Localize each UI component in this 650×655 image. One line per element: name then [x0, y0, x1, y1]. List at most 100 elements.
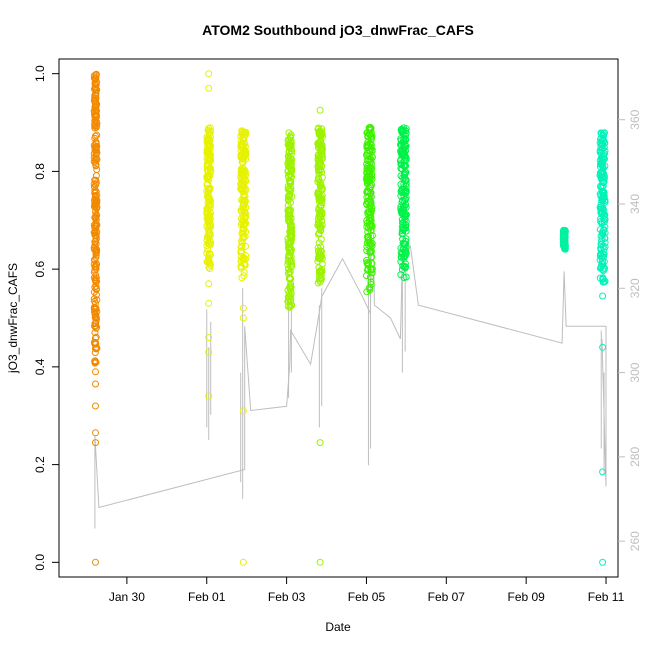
data-point — [284, 202, 292, 210]
data-point — [367, 240, 375, 248]
data-point — [288, 301, 296, 309]
data-point — [314, 244, 322, 252]
data-point — [242, 228, 250, 236]
data-point — [598, 174, 606, 182]
data-point — [285, 177, 293, 185]
data-point — [241, 172, 249, 180]
y-tick-label: 0.6 — [33, 260, 47, 277]
data-point — [599, 558, 607, 566]
data-point — [91, 224, 99, 232]
data-point — [91, 132, 99, 140]
data-point — [600, 207, 608, 215]
y2-tick-label: 340 — [628, 194, 642, 214]
y-tick-label: 0.4 — [33, 358, 47, 375]
data-point — [597, 172, 605, 180]
y2-tick-label: 260 — [628, 531, 642, 551]
series-cluster — [396, 124, 410, 281]
data-point — [397, 253, 405, 261]
data-point — [314, 155, 322, 163]
x-tick-label: Feb 05 — [348, 590, 386, 604]
data-point — [318, 147, 326, 155]
data-point — [315, 239, 323, 247]
data-point — [241, 148, 249, 156]
data-point — [317, 146, 325, 154]
data-point — [284, 303, 292, 310]
data-point — [239, 233, 247, 241]
data-point — [402, 221, 410, 229]
data-point — [238, 229, 246, 237]
x-tick-label: Feb 07 — [428, 590, 466, 604]
data-point — [205, 299, 213, 307]
data-point — [90, 256, 98, 264]
plot-frame — [58, 58, 619, 578]
data-point — [315, 204, 323, 211]
data-point — [599, 205, 606, 213]
data-point — [315, 213, 323, 221]
data-point — [287, 233, 295, 241]
data-point — [205, 280, 213, 288]
y2-tick-label: 360 — [628, 109, 642, 129]
data-point — [239, 407, 247, 415]
y-tick-label: 0.0 — [33, 554, 47, 571]
data-point — [239, 558, 247, 566]
data-point — [366, 203, 374, 211]
data-point — [596, 226, 604, 233]
data-point — [90, 229, 98, 237]
data-point — [366, 273, 374, 281]
data-point — [316, 181, 324, 189]
data-point — [205, 392, 213, 400]
data-point — [285, 156, 293, 164]
data-point — [318, 155, 326, 163]
series-cluster — [90, 70, 101, 566]
series-cluster — [284, 129, 296, 311]
data-point — [600, 192, 608, 199]
data-point — [366, 286, 374, 294]
x-tick-label: Jan 30 — [109, 590, 145, 604]
data-point — [93, 131, 101, 139]
data-point — [598, 130, 605, 138]
data-point — [398, 151, 406, 159]
data-point — [599, 266, 607, 274]
data-point — [91, 329, 99, 337]
data-point — [92, 146, 99, 154]
data-point — [402, 136, 410, 144]
data-point — [92, 87, 100, 95]
data-point — [91, 357, 99, 365]
data-point — [599, 141, 607, 149]
data-point — [318, 265, 326, 273]
data-point — [92, 90, 99, 97]
data-point — [207, 197, 214, 205]
data-point — [205, 253, 213, 261]
series-cluster — [203, 70, 215, 400]
data-point — [92, 246, 100, 254]
data-point — [597, 143, 605, 151]
data-point — [92, 201, 100, 209]
data-point — [92, 176, 100, 184]
data-point — [364, 133, 372, 140]
data-point — [363, 243, 371, 251]
data-point — [237, 173, 245, 180]
data-point — [92, 179, 100, 187]
data-point — [317, 227, 325, 234]
data-point — [400, 171, 408, 179]
data-point — [206, 241, 214, 249]
data-point — [366, 242, 374, 250]
data-point — [241, 185, 249, 193]
data-point — [399, 239, 407, 247]
data-point — [205, 161, 213, 169]
data-point — [316, 224, 324, 232]
series-cluster — [363, 124, 376, 296]
data-point — [397, 135, 405, 143]
data-point — [316, 268, 324, 275]
data-point — [399, 235, 407, 243]
data-point — [237, 243, 245, 251]
data-point — [400, 253, 408, 261]
data-point — [286, 246, 294, 254]
data-point — [317, 202, 324, 210]
data-point — [240, 136, 248, 144]
data-point — [287, 257, 295, 264]
data-point — [600, 172, 608, 180]
data-point — [364, 176, 372, 184]
data-point — [238, 140, 245, 148]
data-point — [284, 270, 292, 278]
